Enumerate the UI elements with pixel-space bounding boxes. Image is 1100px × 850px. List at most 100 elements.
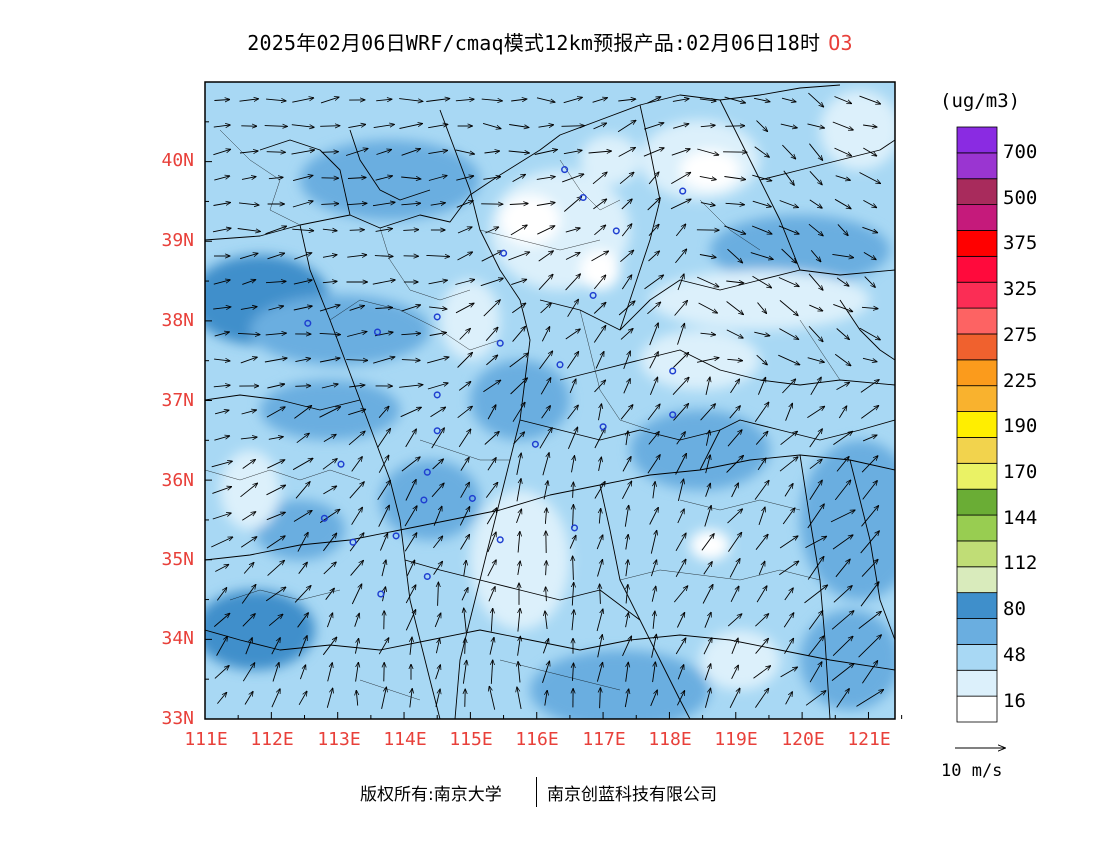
wind-arrow [704,664,711,681]
station-marker [500,249,508,257]
wind-arrow [516,479,521,502]
wind-arrow [728,532,741,552]
wind-arrow [378,638,389,655]
wind-arrow [561,126,585,127]
wind-arrow [372,280,395,285]
wind-arrow [862,481,878,500]
wind-arrow [600,688,601,709]
wind-arrow [374,256,393,257]
wind-arrow [430,407,446,418]
wind-arrow [836,328,850,340]
wind-arrow [265,281,286,282]
wind-arrow [462,660,466,684]
wind-arrow [214,666,229,679]
wind-arrow [267,560,285,576]
wind-arrow [861,559,878,577]
wind-arrow [563,150,582,155]
wind-arrow [594,482,605,499]
wind-arrow [487,458,496,471]
colorbar-label: 170 [1003,461,1038,483]
wind-arrow [378,505,390,527]
wind-arrow [433,561,443,575]
wind-arrow [727,430,742,447]
wind-arrow [862,661,877,684]
wind-arrow [430,203,446,205]
wind-arrow [487,560,496,577]
station-marker [561,166,569,174]
wind-arrow [807,406,824,418]
wind-arrow [626,560,628,577]
lon-label-120e: 120E [781,729,825,750]
wind-arrow [832,121,853,130]
wind-arrow [726,329,743,338]
wind-arrow [298,562,308,574]
wind-arrow [486,355,497,366]
colorbar-bin [956,669,998,697]
wind-arrow [546,561,547,576]
wind-arrow [351,457,363,472]
wind-arrow [809,480,822,501]
pollutant-species-label: O3 [828,31,853,55]
wind-arrow [323,434,336,442]
wind-arrow [483,380,500,393]
wind-arrow [780,667,798,678]
wind-arrow [325,588,335,600]
wind-arrow [705,377,710,395]
wind-arrow [265,333,287,335]
lat-label-38n: 38N [161,310,194,331]
wind-arrow [778,277,799,287]
wind-arrow [785,692,793,705]
wind-arrow [536,203,555,206]
wind-arrow [858,611,881,629]
lat-label-35n: 35N [161,549,194,570]
wind-arrow [808,325,823,341]
wind-arrow [699,99,716,101]
wind-arrow [807,557,824,580]
wind-arrow [537,226,554,235]
wind-arrow [624,505,628,527]
wind-arrow [271,689,280,708]
wind-arrow [213,280,230,285]
wind-arrow [755,431,768,445]
wind-arrow [545,611,547,630]
wind-arrow [379,533,387,551]
map-title: 2025年02月06日WRF/cmaq模式12km预报产品:02月06日18时 O… [0,27,1100,56]
wind-arrow [778,225,799,234]
wind-arrow [757,302,767,314]
wind-arrow [647,198,661,211]
wind-arrow [545,508,546,524]
colorbar-bin [956,540,998,568]
wind-arrow [731,638,738,654]
station-marker [556,361,564,369]
wind-arrow [513,432,525,445]
wind-arrow [517,687,522,709]
wind-arrow [782,379,795,394]
wind-arrow [808,273,823,290]
wind-arrow [704,506,711,527]
wind-arrow [809,199,822,208]
wind-arrow [240,307,257,310]
wind-arrow [834,480,850,501]
wind-arrow [649,377,657,395]
wind-arrow [783,613,794,628]
wind-arrow [241,410,257,415]
wind-arrow [592,98,608,103]
wind-arrow [621,275,631,290]
wind-arrow [542,639,548,654]
wind-arrow [347,203,367,204]
wind-arrow [399,385,423,388]
wind-arrow [433,506,442,526]
wind-arrow [239,151,258,153]
wind-arrow [321,384,338,389]
colorbar-label: 144 [1003,507,1038,529]
wind-arrow [483,300,500,317]
wind-arrow [428,176,447,181]
wind-arrow [836,382,850,390]
wind-arrow [782,508,795,525]
wind-arrow [807,636,824,657]
wind-arrow [700,203,715,206]
wind-arrow [401,305,421,312]
wind-arrow [405,585,416,604]
wind-arrow [644,123,664,130]
lon-label-114e: 114E [383,729,427,750]
